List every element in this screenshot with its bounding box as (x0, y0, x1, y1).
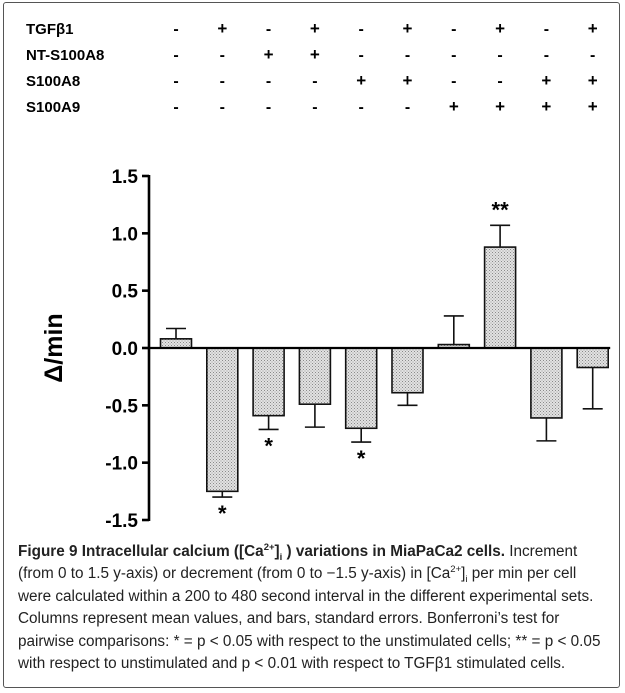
error-bar (351, 428, 372, 443)
condition-mark: - (544, 47, 549, 64)
condition-mark: - (544, 21, 549, 38)
condition-mark: - (497, 73, 502, 90)
bar (206, 347, 239, 493)
condition-mark: - (173, 21, 178, 38)
y-axis: 1.5 1.0 0.5 0.0 -0.5 -1.0 -1.5 (105, 167, 151, 532)
condition-mark: - (220, 47, 225, 64)
caption-body: Increment (from 0 to 1.5 y-axis) or decr… (18, 543, 601, 673)
conditions-table: TGFβ1 - + - + - + - + - + NT-S100A8 - - + + - - - - - - S100A8… (26, 19, 598, 116)
condition-mark: - (173, 73, 178, 90)
condition-mark: - (590, 47, 595, 64)
condition-mark: + (403, 19, 413, 38)
significance-mark: ** (492, 197, 510, 222)
error-bar (443, 315, 464, 345)
condition-mark: - (266, 21, 271, 38)
condition-mark: - (451, 73, 456, 90)
caption-title: Intracellular calcium ([Ca2+]i ) variati… (81, 541, 506, 564)
condition-mark: + (541, 97, 551, 116)
error-bar (166, 327, 186, 339)
condition-mark: - (312, 99, 317, 116)
condition-mark: - (359, 21, 364, 38)
condition-mark: + (588, 71, 598, 90)
significance-mark: * (357, 446, 366, 471)
y-tick-label: -0.5 (105, 396, 138, 417)
condition-mark: - (405, 99, 410, 116)
bar (344, 347, 378, 430)
condition-mark: - (266, 99, 271, 116)
bar (530, 347, 563, 419)
condition-mark: + (588, 19, 598, 38)
figure-frame (3, 2, 620, 688)
error-bar (304, 404, 325, 428)
y-axis-label: Δ/min (40, 313, 68, 382)
bar (483, 246, 517, 349)
condition-mark: + (310, 19, 320, 38)
bar (298, 347, 332, 405)
y-tick-label: 0.0 (112, 339, 138, 360)
condition-mark: + (217, 19, 227, 38)
significance-mark: * (218, 501, 227, 526)
y-tick-label: -1.0 (105, 454, 138, 475)
y-tick-label: -1.5 (105, 511, 138, 532)
condition-mark: - (312, 73, 317, 90)
condition-mark: - (359, 99, 364, 116)
condition-mark: + (356, 71, 366, 90)
condition-mark: - (451, 21, 456, 38)
condition-mark: + (264, 45, 274, 64)
significance-marks: ***** (218, 197, 509, 526)
caption-label: Figure 9 (18, 543, 78, 560)
figure-caption: Figure 9 Intracellular calcium ([Ca2+]i … (18, 541, 611, 675)
condition-mark: - (451, 47, 456, 64)
y-tick-label: 1.5 (112, 167, 139, 188)
error-bar (582, 367, 603, 410)
condition-mark: + (403, 71, 413, 90)
significance-mark: * (264, 433, 273, 458)
condition-mark: - (405, 47, 410, 64)
error-bar (258, 415, 279, 431)
condition-mark: - (220, 73, 225, 90)
bar (391, 347, 424, 394)
error-bar (536, 417, 557, 442)
condition-mark: - (497, 47, 502, 64)
y-tick-label: 0.5 (112, 282, 139, 303)
condition-mark: - (359, 47, 364, 64)
condition-mark: - (220, 99, 225, 116)
condition-mark: + (449, 97, 459, 116)
error-bar (490, 224, 511, 248)
condition-mark: + (541, 71, 551, 90)
condition-mark: + (495, 97, 505, 116)
condition-mark: + (310, 45, 320, 64)
condition-label: S100A9 (26, 99, 80, 116)
error-bar (397, 392, 418, 407)
bar (252, 347, 285, 417)
condition-mark: + (588, 97, 598, 116)
error-bar (212, 491, 233, 498)
bar (159, 338, 193, 349)
y-tick-label: 1.0 (112, 224, 138, 245)
condition-mark: - (266, 73, 271, 90)
bar (576, 347, 610, 369)
bars (159, 246, 610, 493)
condition-mark: - (173, 99, 178, 116)
condition-label: S100A8 (26, 73, 80, 90)
condition-label: NT-S100A8 (26, 47, 104, 64)
condition-mark: - (173, 47, 178, 64)
condition-mark: + (495, 19, 505, 38)
error-bars (166, 224, 603, 498)
condition-label: TGFβ1 (26, 21, 74, 38)
